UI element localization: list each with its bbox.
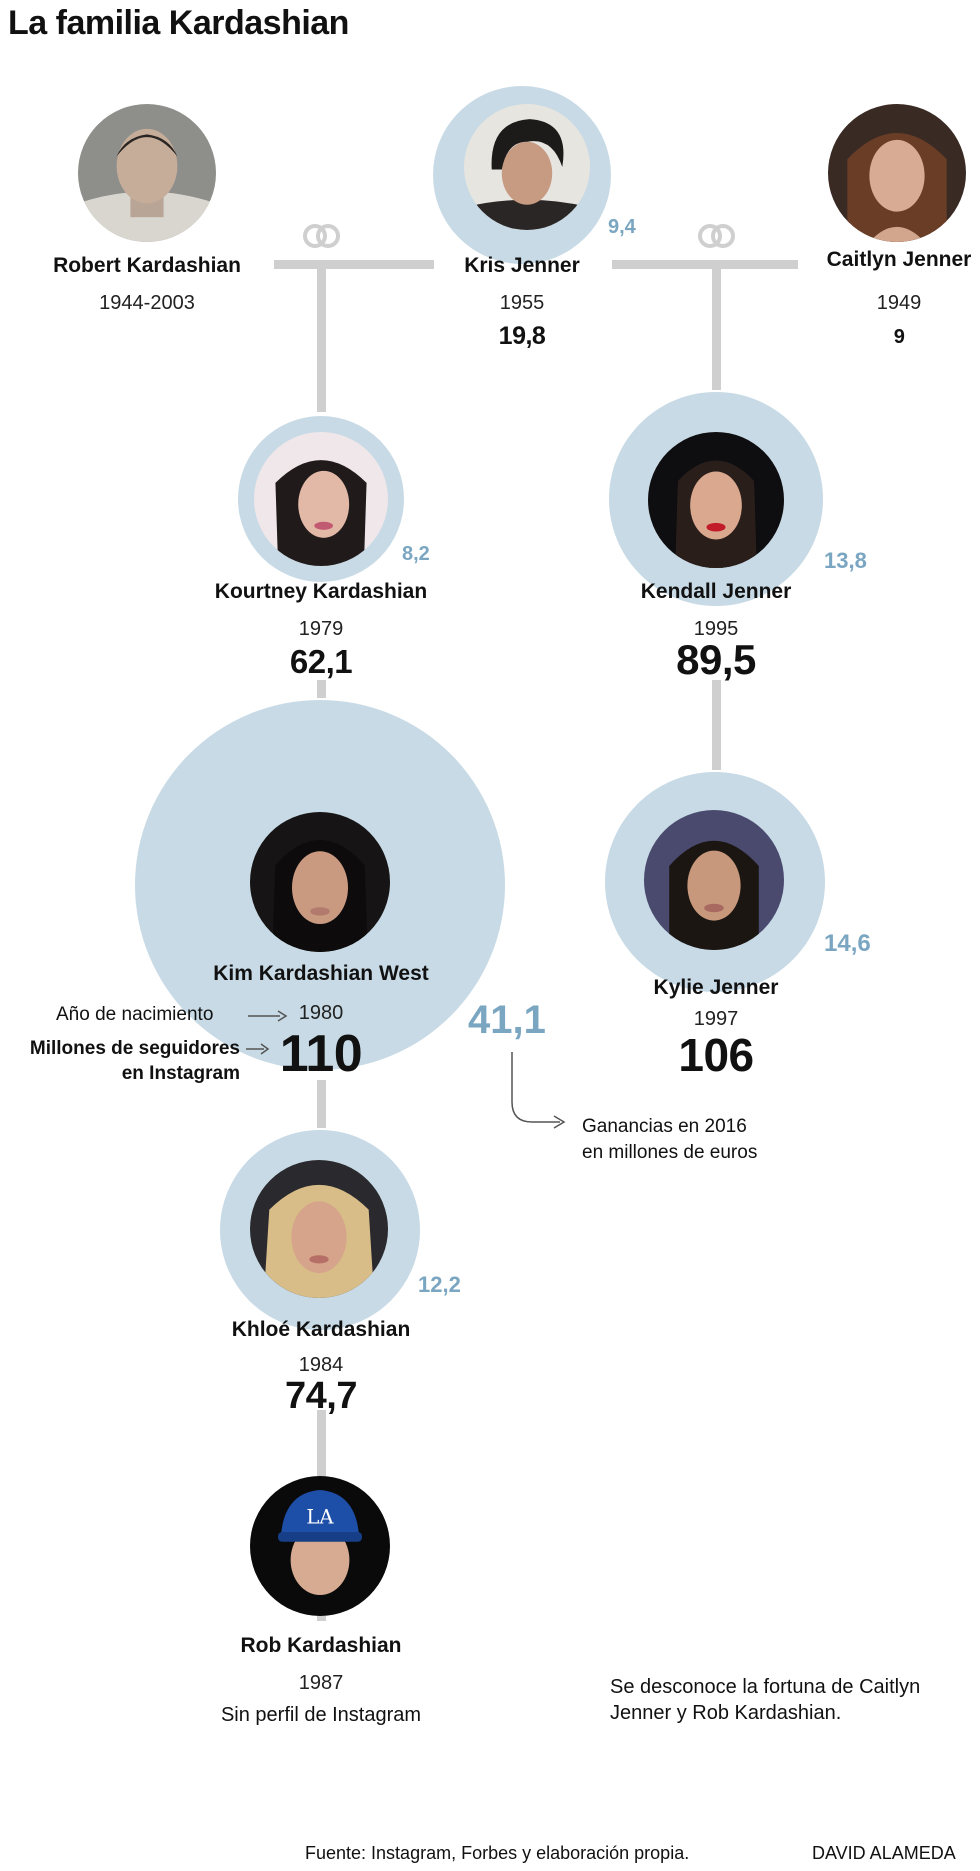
birth-year: 1955 (499, 292, 545, 314)
note-line1: Se desconoce la fortuna de Caitlyn (610, 1676, 921, 1698)
wedding-rings-icon (698, 224, 735, 252)
svg-text:LA: LA (306, 1506, 334, 1529)
followers-count: 89,5 (676, 636, 756, 683)
descent-line-right (712, 264, 721, 390)
member-name: Caitlyn Jenner (826, 248, 972, 271)
member-name: Kendall Jenner (640, 580, 792, 603)
legend-birth-year: Año de nacimiento (56, 1004, 214, 1025)
fortune-unknown-note: Se desconoce la fortuna de Caitlyn Jenne… (610, 1674, 920, 1726)
portrait-kylie (644, 810, 784, 950)
marriage-line-kris-caitlyn (612, 260, 798, 269)
earnings-value: 13,8 (824, 548, 867, 573)
portrait-kendall (648, 432, 784, 568)
page-title: La familia Kardashian (8, 4, 349, 42)
earnings-value: 8,2 (402, 543, 430, 565)
member-name: Kim Kardashian West (213, 962, 429, 985)
birth-year: 1984 (298, 1354, 344, 1376)
member-name: Rob Kardashian (240, 1634, 402, 1657)
sibling-line-kourtney-kim (317, 680, 326, 698)
legend-earnings-line1: Ganancias en 2016 (582, 1116, 747, 1137)
marriage-line-robert-kris (274, 260, 434, 269)
portrait-khloe (250, 1160, 388, 1298)
portrait-robert (78, 104, 216, 242)
birth-year: 1980 (298, 1002, 344, 1024)
birth-year: 1987 (298, 1672, 344, 1694)
portrait-kourtney (254, 432, 388, 566)
earnings-value: 9,4 (608, 216, 636, 238)
birth-year: 1995 (693, 618, 739, 640)
birth-year: 1944-2003 (99, 292, 195, 314)
sibling-line-kendall-kylie (712, 680, 721, 770)
legend-earnings-line2: en millones de euros (582, 1142, 758, 1163)
wedding-rings-icon (303, 224, 340, 252)
followers-count: 110 (279, 1025, 363, 1083)
legend-followers: Millones de seguidores en Instagram (0, 1036, 240, 1086)
portrait-kris (464, 104, 590, 230)
earnings-value: 14,6 (824, 930, 871, 957)
legend-followers-line1: Millones de seguidores (29, 1038, 240, 1059)
note-line2: Jenner y Rob Kardashian. (610, 1702, 842, 1724)
legend-followers-line2: en Instagram (121, 1063, 240, 1084)
member-name: Khloé Kardashian (231, 1318, 411, 1341)
birth-year: 1979 (298, 618, 344, 640)
descent-line-left (317, 264, 326, 412)
birth-year: 1997 (693, 1008, 739, 1030)
legend-earnings: Ganancias en 2016 en millones de euros (582, 1114, 757, 1166)
legend-arrow-icon (248, 1010, 288, 1022)
followers-count: 62,1 (289, 643, 353, 680)
earnings-value: 41,1 (468, 998, 546, 1042)
followers-count: 106 (678, 1029, 754, 1081)
sibling-line-kim-khloe (317, 1080, 326, 1128)
earnings-value: 12,2 (418, 1272, 461, 1297)
sibling-line-rob-stub (317, 1613, 326, 1621)
portrait-rob: LA (250, 1476, 390, 1616)
member-name: Kourtney Kardashian (214, 580, 428, 603)
legend-earnings-arrow-icon (511, 1052, 566, 1129)
member-name: Robert Kardashian (53, 254, 241, 277)
sibling-line-khloe-rob (317, 1410, 326, 1482)
followers-count: 74,7 (285, 1375, 357, 1417)
legend-arrow-icon (246, 1043, 270, 1055)
source-credit: Fuente: Instagram, Forbes y elaboración … (305, 1843, 690, 1863)
birth-year: 1949 (876, 292, 922, 314)
followers-count: 9 (893, 326, 905, 348)
member-name: Kylie Jenner (653, 976, 779, 999)
member-name: Kris Jenner (464, 254, 580, 277)
no-instagram-note: Sin perfil de Instagram (220, 1704, 422, 1726)
portrait-caitlyn (828, 104, 966, 242)
portrait-kim (250, 812, 390, 952)
followers-count: 19,8 (498, 322, 546, 350)
author-credit: DAVID ALAMEDA (812, 1843, 956, 1863)
